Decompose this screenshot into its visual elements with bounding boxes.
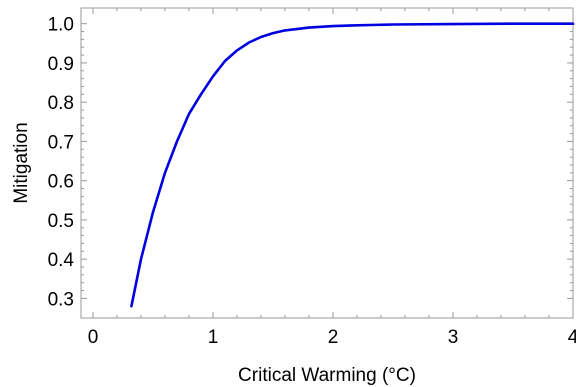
y-tick-label: 0.8 bbox=[48, 93, 74, 114]
y-tick-label: 0.5 bbox=[48, 211, 74, 232]
y-tick-label: 0.7 bbox=[48, 132, 74, 153]
y-tick-label: 1.0 bbox=[48, 15, 74, 36]
y-tick-label: 0.3 bbox=[48, 289, 74, 310]
x-tick-label: 2 bbox=[328, 327, 339, 348]
y-tick-label: 0.9 bbox=[48, 54, 74, 75]
tick-group: 0 1 2 3 4 0.3 0.4 0.5 0.6 0.7 0.8 0.9 1.0 bbox=[48, 8, 576, 348]
y-tick-label: 0.6 bbox=[48, 172, 74, 193]
x-axis-label: Critical Warming (°C) bbox=[238, 365, 416, 386]
series-line bbox=[130, 22, 575, 308]
x-tick-label: 0 bbox=[88, 327, 99, 348]
y-tick-label: 0.4 bbox=[48, 250, 75, 271]
plot-frame bbox=[80, 7, 574, 319]
x-tick-label: 3 bbox=[448, 327, 459, 348]
x-tick-label: 1 bbox=[208, 327, 219, 348]
x-tick-label: 4 bbox=[568, 327, 576, 348]
y-axis-label: Mitigation bbox=[11, 122, 32, 203]
